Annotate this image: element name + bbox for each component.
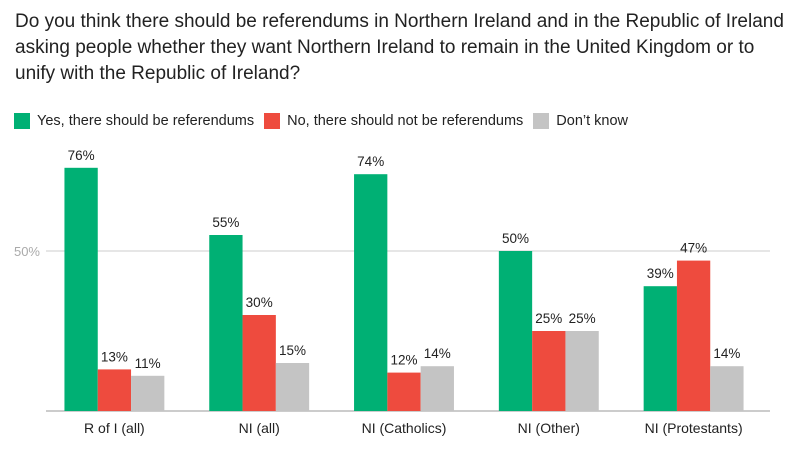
legend-swatch xyxy=(533,113,550,129)
data-label: 11% xyxy=(135,356,161,371)
data-label: 12% xyxy=(390,353,417,368)
legend-label: Yes, there should be referendums xyxy=(37,113,255,129)
bar xyxy=(710,366,744,411)
x-tick-label: NI (Protestants) xyxy=(645,420,743,436)
legend-swatch xyxy=(14,113,30,129)
bar xyxy=(275,363,310,411)
data-label: 30% xyxy=(246,295,273,310)
data-label: 25% xyxy=(569,311,596,326)
bar xyxy=(64,167,98,411)
bar xyxy=(420,366,454,411)
data-label: 50% xyxy=(502,231,529,246)
data-label: 76% xyxy=(68,148,95,163)
data-label: 39% xyxy=(647,266,674,281)
bar xyxy=(565,331,599,411)
bar xyxy=(532,331,566,411)
data-label: 74% xyxy=(357,154,384,169)
y-tick-label: 50% xyxy=(14,244,40,259)
data-label: 55% xyxy=(212,215,239,230)
data-label: 14% xyxy=(713,346,740,361)
bar xyxy=(643,286,677,411)
legend-item-yes: Yes, there should be referendums xyxy=(14,113,254,129)
bar xyxy=(676,260,711,411)
data-label: 25% xyxy=(535,311,562,326)
data-label: 13% xyxy=(101,349,128,364)
bar xyxy=(242,315,276,411)
x-tick-label: NI (Other) xyxy=(518,420,580,436)
bar xyxy=(209,235,243,411)
legend-label: Don’t know xyxy=(556,113,629,129)
chart-title: Do you think there should be referendums… xyxy=(15,11,784,84)
legend-item-dont-know: Don’t know xyxy=(533,113,628,129)
x-tick-label: NI (Catholics) xyxy=(362,420,447,436)
data-label: 15% xyxy=(279,343,306,358)
bar xyxy=(387,372,421,411)
data-label: 47% xyxy=(680,241,707,256)
x-tick-label: NI (all) xyxy=(239,420,280,436)
bar xyxy=(97,369,132,411)
bar xyxy=(354,174,388,411)
bar xyxy=(131,375,165,411)
bar xyxy=(498,251,533,411)
legend-label: No, there should not be referendums xyxy=(287,113,524,129)
legend-swatch xyxy=(264,113,281,129)
legend: Yes, there should be referendums No, the… xyxy=(14,113,628,129)
x-tick-label: R of I (all) xyxy=(84,420,145,436)
legend-item-no: No, there should not be referendums xyxy=(264,113,523,129)
data-label: 14% xyxy=(424,346,451,361)
